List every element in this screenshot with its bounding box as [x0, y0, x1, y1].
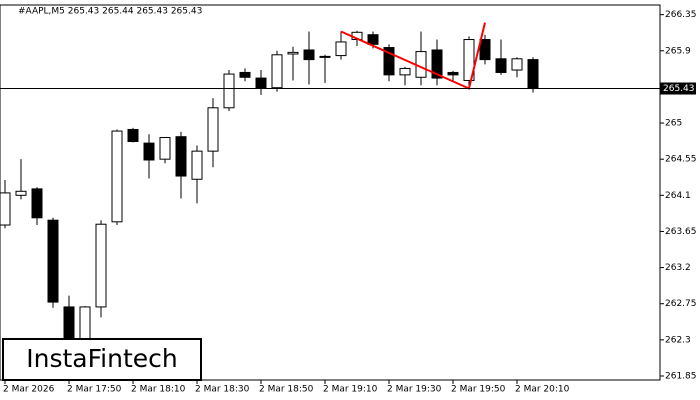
- candle-body: [15, 190, 27, 196]
- candle-body: [495, 58, 507, 73]
- pattern-line: [340, 22, 486, 90]
- candle-body: [367, 34, 379, 45]
- x-tick-label: 2 Mar 19:50: [451, 385, 506, 395]
- y-tick-label: 262.75: [665, 299, 697, 309]
- y-tick-label: 263.65: [665, 227, 697, 237]
- candle-body: [95, 223, 107, 308]
- candle-body: [239, 71, 251, 78]
- y-tick-label: 265: [665, 119, 682, 129]
- candle-body: [463, 39, 475, 81]
- x-tick-label: 2 Mar 2026: [3, 385, 55, 395]
- y-tick-label: 261.85: [665, 371, 697, 381]
- current-price-box: [660, 82, 696, 95]
- candle-body: [335, 41, 347, 57]
- candle-body: [191, 150, 203, 180]
- candle-body: [127, 128, 139, 143]
- candle-body: [383, 47, 395, 76]
- candle-body: [0, 192, 11, 226]
- candle-body: [431, 49, 443, 79]
- candle-body: [447, 71, 459, 76]
- candle-body: [223, 73, 235, 109]
- x-tick-label: 2 Mar 19:30: [387, 385, 442, 395]
- y-tick-label: 264.1: [665, 191, 691, 201]
- candle-body: [31, 188, 43, 219]
- candle-body: [143, 142, 155, 161]
- candle-body: [271, 54, 283, 89]
- y-tick-label: 264.55: [665, 155, 697, 165]
- x-tick-label: 2 Mar 18:50: [259, 385, 314, 395]
- candle-body: [287, 51, 299, 55]
- logo: InstaFintech: [26, 344, 178, 373]
- y-tick-label: 263.2: [665, 263, 691, 273]
- candle-body: [175, 136, 187, 177]
- y-tick-label: 265.9: [665, 46, 691, 56]
- candle-body: [303, 49, 315, 61]
- y-tick-label: 266.35: [665, 10, 697, 20]
- logo-box: [2, 338, 202, 381]
- candle-body: [527, 59, 539, 90]
- candle-body: [415, 51, 427, 78]
- x-tick-label: 2 Mar 18:10: [131, 385, 186, 395]
- chart-title: #AAPL,M5 265.43 265.44 265.43 265.43: [18, 7, 202, 17]
- candle-body: [111, 130, 123, 223]
- candle-body: [479, 39, 491, 61]
- candle-body: [255, 77, 267, 89]
- plot-frame: [0, 4, 661, 381]
- candle-body: [207, 107, 219, 152]
- candle-body: [511, 58, 523, 71]
- current-price-label: 265.43: [663, 84, 695, 94]
- x-tick-label: 2 Mar 17:50: [67, 385, 122, 395]
- x-tick-label: 2 Mar 19:10: [323, 385, 378, 395]
- candle-body: [159, 136, 171, 160]
- candle-body: [319, 55, 331, 58]
- x-tick-label: 2 Mar 18:30: [195, 385, 250, 395]
- candle-body: [399, 67, 411, 76]
- y-tick-label: 262.3: [665, 335, 691, 345]
- candle-body: [47, 219, 59, 303]
- x-tick-label: 2 Mar 20:10: [515, 385, 570, 395]
